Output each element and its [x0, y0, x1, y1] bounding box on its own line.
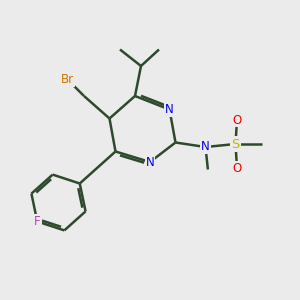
Text: O: O [232, 161, 242, 175]
Text: S: S [231, 137, 240, 151]
Text: O: O [232, 113, 242, 127]
Text: N: N [201, 140, 210, 154]
Text: N: N [165, 103, 174, 116]
Text: F: F [34, 215, 40, 228]
Text: N: N [146, 155, 154, 169]
Text: Br: Br [61, 73, 74, 86]
